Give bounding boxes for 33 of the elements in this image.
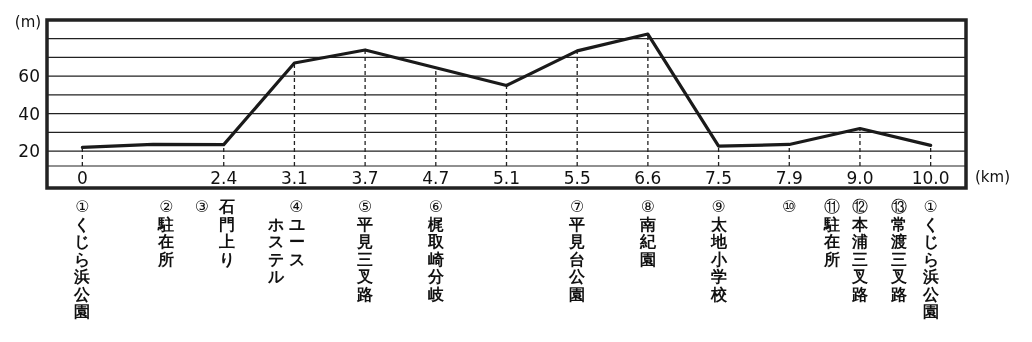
- text: ③: [194, 197, 209, 216]
- text: ⑬常渡三叉路: [889, 197, 907, 304]
- text: ⑦平見台公園: [568, 197, 587, 304]
- text: ④ユース: [288, 197, 305, 269]
- y-tick-label: 40: [18, 103, 40, 124]
- x-axis-title: (km): [975, 168, 1011, 186]
- x-tick-label: 2.4: [210, 168, 238, 188]
- text: ⑪駐在所: [822, 197, 840, 269]
- x-tick-label: 5.1: [492, 168, 521, 188]
- y-tick-label: 20: [18, 141, 40, 162]
- y-tick-label: 60: [18, 66, 40, 87]
- text: ①くじら浜公園: [921, 197, 940, 321]
- x-tick-label: 3.7: [351, 168, 379, 188]
- y-axis-title: (m): [14, 13, 42, 31]
- x-tick-label: 0: [76, 168, 88, 188]
- text: ⑧南紀園: [638, 197, 657, 269]
- text: ⑩: [782, 197, 797, 216]
- x-tick-label: 5.5: [563, 168, 591, 188]
- x-tick-label: 4.7: [422, 168, 450, 188]
- x-tick-label: 9.0: [846, 168, 874, 188]
- text: ホステル: [267, 214, 286, 286]
- x-tick-label: 3.1: [280, 168, 308, 188]
- text: ⑤平見三叉路: [356, 197, 374, 304]
- text: ②駐在所: [157, 197, 175, 269]
- text: ⑨太地小学校: [709, 197, 728, 304]
- text: ⑥梶取崎分岐: [426, 197, 445, 304]
- text: ⑫本浦三叉路: [850, 197, 869, 304]
- text: ①くじら浜公園: [73, 197, 92, 321]
- x-tick-label: 6.6: [634, 168, 662, 188]
- text: 石門上り: [217, 197, 235, 269]
- x-tick-label: 10.0: [911, 168, 950, 188]
- x-tick-label: 7.5: [705, 168, 733, 188]
- x-tick-label: 7.9: [775, 168, 803, 188]
